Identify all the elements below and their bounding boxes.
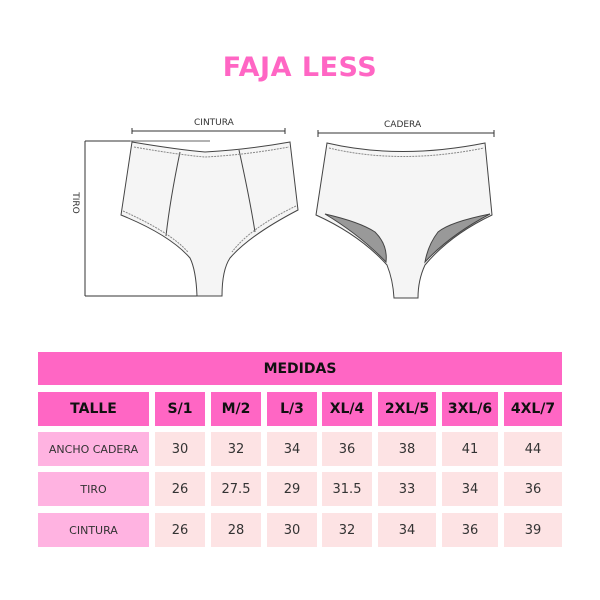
row-label: TIRO — [38, 472, 149, 506]
row-label: ANCHO CADERA — [38, 432, 149, 466]
header-size: 2XL/5 — [378, 392, 436, 426]
table-cell: 41 — [442, 432, 498, 466]
table-cell: 30 — [267, 513, 317, 547]
header-size: M/2 — [211, 392, 261, 426]
page-title: FAJA LESS — [222, 52, 378, 83]
table-cell: 39 — [504, 513, 562, 547]
table-cell: 34 — [378, 513, 436, 547]
row-label: CINTURA — [38, 513, 149, 547]
table-cell: 29 — [267, 472, 317, 506]
table-cell: 26 — [155, 513, 205, 547]
tiro-label: TIRO — [69, 192, 80, 214]
cadera-label: CADERA — [384, 120, 422, 130]
table-title: MEDIDAS — [38, 352, 562, 385]
table-cell: 44 — [504, 432, 562, 466]
table-cell: 36 — [322, 432, 372, 466]
front-view-icon — [120, 141, 299, 297]
header-talle: TALLE — [38, 392, 149, 426]
table-cell: 26 — [155, 472, 205, 506]
table-cell: 34 — [267, 432, 317, 466]
header-size: 4XL/7 — [504, 392, 562, 426]
table-cell: 33 — [378, 472, 436, 506]
header-size: 3XL/6 — [442, 392, 498, 426]
header-size: XL/4 — [322, 392, 372, 426]
table-cell: 32 — [211, 432, 261, 466]
back-view-icon — [315, 142, 493, 299]
cintura-label: CINTURA — [194, 118, 234, 128]
header-size: S/1 — [155, 392, 205, 426]
table-cell: 34 — [442, 472, 498, 506]
table-cell: 30 — [155, 432, 205, 466]
table-cell: 36 — [504, 472, 562, 506]
table-cell: 38 — [378, 432, 436, 466]
table-cell: 31.5 — [322, 472, 372, 506]
table-cell: 32 — [322, 513, 372, 547]
table-cell: 36 — [442, 513, 498, 547]
table-cell: 28 — [211, 513, 261, 547]
table-cell: 27.5 — [211, 472, 261, 506]
header-size: L/3 — [267, 392, 317, 426]
